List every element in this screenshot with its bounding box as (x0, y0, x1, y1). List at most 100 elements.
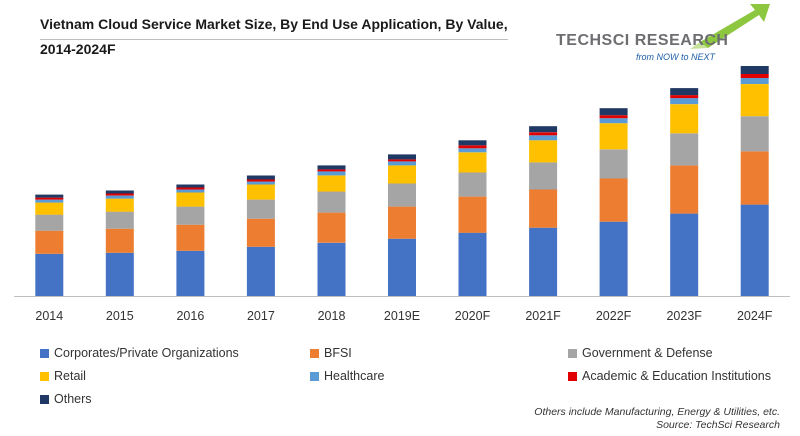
x-tick-label: 2016 (176, 309, 204, 323)
legend-swatch (40, 348, 49, 358)
bar-segment-2022F-6 (599, 108, 628, 116)
bar-segment-2015-0 (105, 252, 134, 296)
bar-segment-2020F-2 (458, 172, 487, 197)
x-tick-label: 2024F (737, 309, 773, 323)
x-tick-label: 2017 (247, 309, 275, 323)
bar-segment-2016-3 (176, 192, 205, 207)
bar-segment-2015-4 (105, 195, 134, 199)
footnote-others: Others include Manufacturing, Energy & U… (534, 406, 780, 418)
bar-segment-2024F-2 (740, 116, 769, 152)
bar-segment-2018-6 (317, 165, 346, 170)
bar-segment-2019E-1 (388, 206, 416, 239)
logo-arrow-icon (690, 4, 770, 49)
legend-label: Corporates/Private Organizations (54, 346, 239, 360)
bar-segment-2017-2 (246, 199, 275, 219)
bar-segment-2016-2 (176, 206, 205, 225)
bar-segment-2018-3 (317, 175, 346, 192)
legend-swatch (310, 348, 319, 358)
bar-segment-2022F-4 (599, 118, 628, 124)
bar-segment-2024F-0 (740, 204, 769, 296)
bar-segment-2023F-5 (670, 95, 699, 99)
bar-segment-2023F-1 (670, 165, 699, 214)
bar-segment-2016-6 (176, 184, 205, 188)
bar-segment-2023F-3 (670, 104, 699, 134)
logo-brand-part2: Research (634, 32, 729, 49)
bar-segment-2020F-5 (458, 145, 487, 149)
bar-segment-2018-5 (317, 169, 346, 172)
logo-brand: TechSci Research (556, 32, 728, 50)
bar-segment-2018-1 (317, 212, 346, 243)
bar-segment-2019E-3 (388, 165, 416, 184)
legend-item: Retail (40, 369, 86, 383)
bar-segment-2014-1 (35, 230, 64, 254)
bar-segment-2019E-5 (388, 159, 416, 162)
bar-segment-2024F-4 (740, 78, 769, 84)
x-tick-label: 2015 (106, 309, 134, 323)
bar-segment-2021F-5 (529, 132, 558, 136)
legend-swatch (568, 348, 577, 358)
x-tick-label: 2023F (666, 309, 702, 323)
legend-swatch (40, 394, 49, 404)
chart-title: Vietnam Cloud Service Market Size, By En… (40, 12, 508, 62)
legend-item: Government & Defense (568, 346, 713, 360)
bar-segment-2017-5 (246, 179, 275, 182)
bar-segment-2016-4 (176, 189, 205, 193)
chart-legend: Corporates/Private Organizations BFSI Gove… (40, 346, 800, 416)
bar-segment-2023F-0 (670, 213, 699, 296)
bar-segment-2019E-6 (388, 154, 416, 160)
bar-segment-2020F-1 (458, 196, 487, 233)
bar-segment-2020F-6 (458, 140, 487, 146)
techsci-logo: TechSci Research from NOW to NEXT (550, 2, 795, 64)
bar-segment-2022F-3 (599, 123, 628, 150)
bar-segment-2014-3 (35, 202, 64, 215)
bar-segment-2023F-2 (670, 133, 699, 166)
bar-segment-2022F-5 (599, 115, 628, 119)
x-tick-label: 2021F (525, 309, 561, 323)
legend-swatch (568, 371, 577, 381)
legend-item: Corporates/Private Organizations (40, 346, 239, 360)
legend-swatch (310, 371, 319, 381)
bar-segment-2020F-4 (458, 148, 487, 153)
bar-segment-2017-3 (246, 184, 275, 200)
logo-tagline: from NOW to NEXT (636, 52, 716, 62)
stacked-bar-chart: 2014 2015 2016 2017 2018 2019E 2020F 2021F 2022F… (14, 66, 790, 323)
bar-segment-2016-5 (176, 187, 205, 190)
legend-label: Government & Defense (582, 346, 713, 360)
bar-segment-2018-4 (317, 171, 346, 176)
bar-segment-2017-6 (246, 175, 275, 180)
legend-swatch (40, 371, 49, 381)
legend-item: Healthcare (310, 369, 384, 383)
bar-segment-2022F-1 (599, 178, 628, 222)
bar-segment-2024F-6 (740, 66, 769, 74)
bar-segment-2022F-2 (599, 149, 628, 179)
bar-segment-2017-0 (246, 246, 275, 296)
x-tick-label: 2020F (455, 309, 491, 323)
legend-label: Retail (54, 369, 86, 383)
bar-segment-2021F-6 (529, 126, 558, 133)
bar-segment-2015-6 (105, 190, 134, 194)
bar-segment-2021F-0 (529, 227, 558, 296)
legend-label: Others (54, 392, 92, 406)
bar-segment-2020F-3 (458, 152, 487, 173)
legend-item: Academic & Education Institutions (568, 369, 771, 383)
logo-brand-part1: TechSci (556, 32, 630, 49)
chart-title-line1: Vietnam Cloud Service Market Size, By En… (40, 16, 508, 32)
footnote-source: Source: TechSci Research (656, 419, 780, 431)
bar-segment-2014-4 (35, 199, 64, 203)
chart-title-line2: 2014-2024F (40, 41, 116, 57)
bar-segment-2019E-2 (388, 183, 416, 207)
bar-segment-2016-0 (176, 250, 205, 296)
bar-segment-2024F-5 (740, 74, 769, 78)
bar-segment-2021F-2 (529, 162, 558, 190)
bar-segment-2018-0 (317, 242, 346, 296)
bar-segment-2024F-3 (740, 84, 769, 117)
legend-label: Academic & Education Institutions (582, 369, 771, 383)
bar-segment-2021F-1 (529, 189, 558, 228)
bar-segment-2023F-6 (670, 88, 699, 96)
legend-label: BFSI (324, 346, 352, 360)
bar-segment-2015-3 (105, 198, 134, 212)
bar-segment-2021F-4 (529, 135, 558, 141)
x-tick-label: 2014 (35, 309, 63, 323)
bar-segment-2019E-4 (388, 161, 416, 166)
bar-segment-2017-4 (246, 181, 275, 185)
